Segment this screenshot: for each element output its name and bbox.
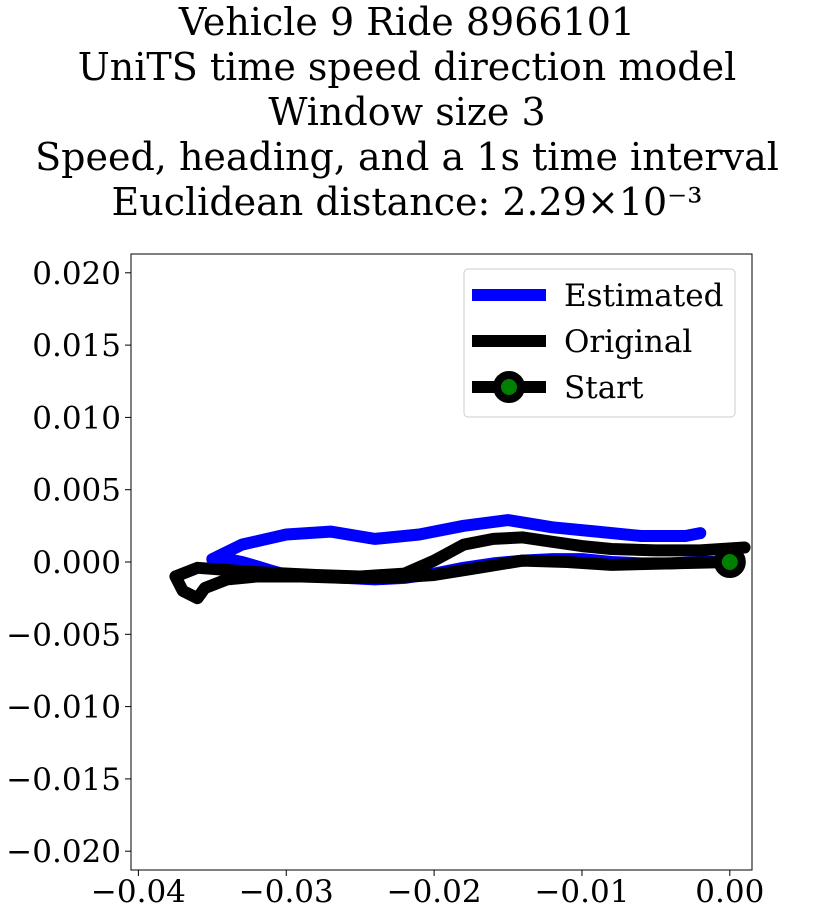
x-tick-label: −0.01 bbox=[534, 874, 629, 910]
title-line-5: Euclidean distance: 2.29×10⁻³ bbox=[112, 180, 703, 224]
y-tick-label: −0.010 bbox=[6, 690, 121, 726]
x-tick-label: 0.00 bbox=[695, 874, 764, 910]
y-tick-label: 0.010 bbox=[32, 400, 121, 436]
y-tick-label: −0.005 bbox=[6, 617, 121, 653]
title-line-2: UniTS time speed direction model bbox=[78, 45, 737, 89]
title-line-4: Speed, heading, and a 1s time interval bbox=[35, 135, 779, 179]
legend-box bbox=[463, 268, 736, 418]
series-line-original bbox=[169, 531, 751, 605]
y-tick-label: 0.005 bbox=[32, 473, 121, 509]
series-layer bbox=[169, 514, 751, 605]
title-line-1: Vehicle 9 Ride 8966101 bbox=[178, 0, 635, 44]
y-tick-label: 0.020 bbox=[32, 256, 121, 292]
x-tick-label: −0.03 bbox=[239, 874, 334, 910]
legend-label-start: Start bbox=[564, 370, 644, 406]
x-tick-label: −0.02 bbox=[387, 874, 482, 910]
start-marker bbox=[713, 546, 746, 578]
y-tick-label: −0.020 bbox=[6, 834, 121, 870]
legend: Estimated Original Start bbox=[463, 268, 736, 418]
y-tick-label: 0.000 bbox=[32, 545, 121, 581]
legend-label-estimated: Estimated bbox=[564, 278, 723, 314]
x-tick-label: −0.04 bbox=[91, 874, 186, 910]
y-tick-label: 0.015 bbox=[32, 328, 121, 364]
y-tick-label: −0.015 bbox=[6, 762, 121, 798]
title-line-3: Window size 3 bbox=[268, 90, 545, 134]
legend-label-original: Original bbox=[564, 324, 692, 360]
legend-start-marker bbox=[493, 371, 525, 403]
axis-ticks: −0.04 −0.03 −0.02 −0.01 0.00 0.020 0.015 0.010 0… bbox=[6, 256, 764, 910]
